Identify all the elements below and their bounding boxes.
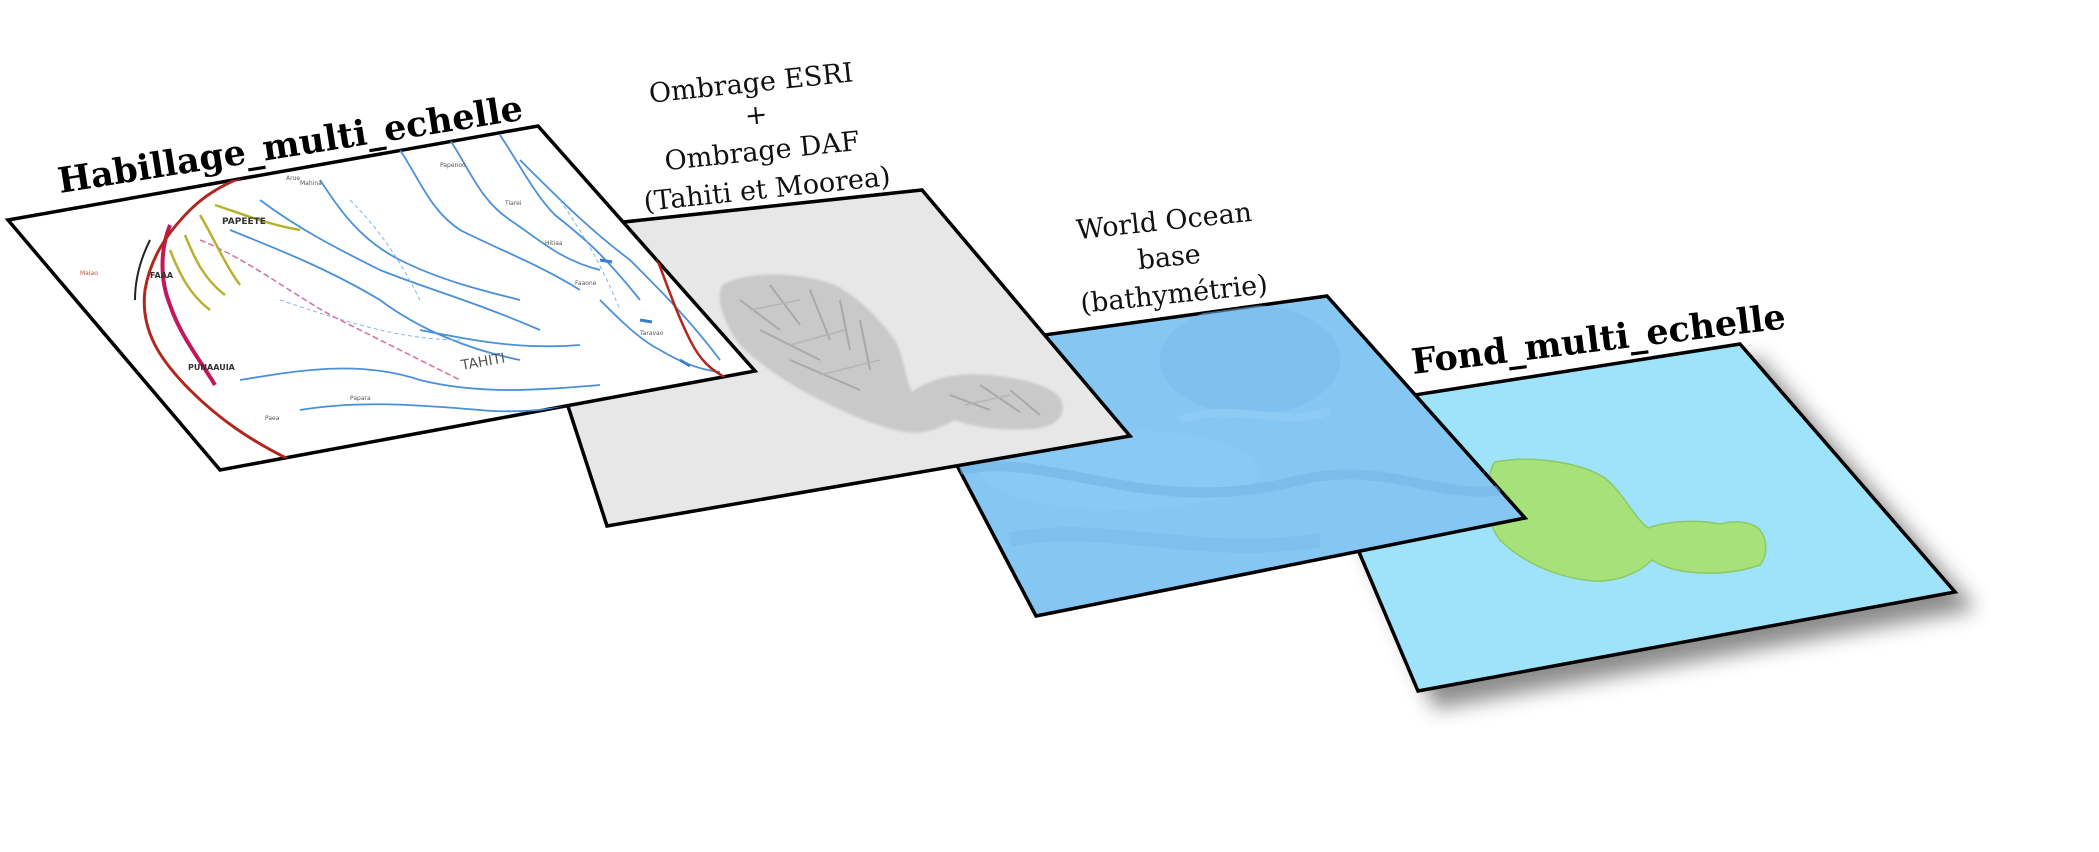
map-label-faaone: Faaone: [575, 280, 597, 287]
map-label-hitiaa: Hitiaa: [545, 240, 563, 247]
coastal-road: [142, 158, 301, 462]
map-place-labels: PAPEETE FAAA PUNAAUIA TAHITI Mahina Arue…: [80, 162, 664, 422]
label-world-ocean-line-1: World Ocean: [1075, 197, 1254, 246]
fond-land-island: [1486, 458, 1767, 582]
layer-habillage-multi-echelle: PAPEETE FAAA PUNAAUIA TAHITI Mahina Arue…: [4, 124, 759, 472]
label-ombrage: Ombrage ESRI + Ombrage DAF (Tahiti et Mo…: [642, 57, 892, 217]
label-ombrage-line-2: +: [743, 99, 769, 132]
map-label-paea: Paea: [265, 415, 280, 422]
map-label-punaauia: PUNAAUIA: [188, 363, 236, 372]
layer-fond-multi-echelle: [1297, 342, 1959, 693]
hillshade-relief: [719, 274, 1063, 433]
map-label-mahina: Mahina: [300, 180, 322, 187]
map-label-papara: Papara: [350, 395, 371, 402]
map-label-tiarei: Tiarei: [504, 200, 522, 207]
map-label-tahiti: TAHITI: [459, 350, 506, 374]
map-label-papeete: PAPEETE: [222, 217, 266, 227]
map-label-arue: Arue: [286, 175, 300, 182]
map-label-taravao: Taravao: [639, 330, 664, 337]
map-label-faaa: FAAA: [150, 271, 174, 280]
map-label-papenoo: Papenoo: [440, 162, 466, 169]
label-world-ocean: World Ocean base (bathymétrie): [1075, 197, 1269, 320]
label-world-ocean-line-2: base: [1136, 239, 1202, 276]
map-label-maiao: Maiao: [80, 270, 98, 277]
